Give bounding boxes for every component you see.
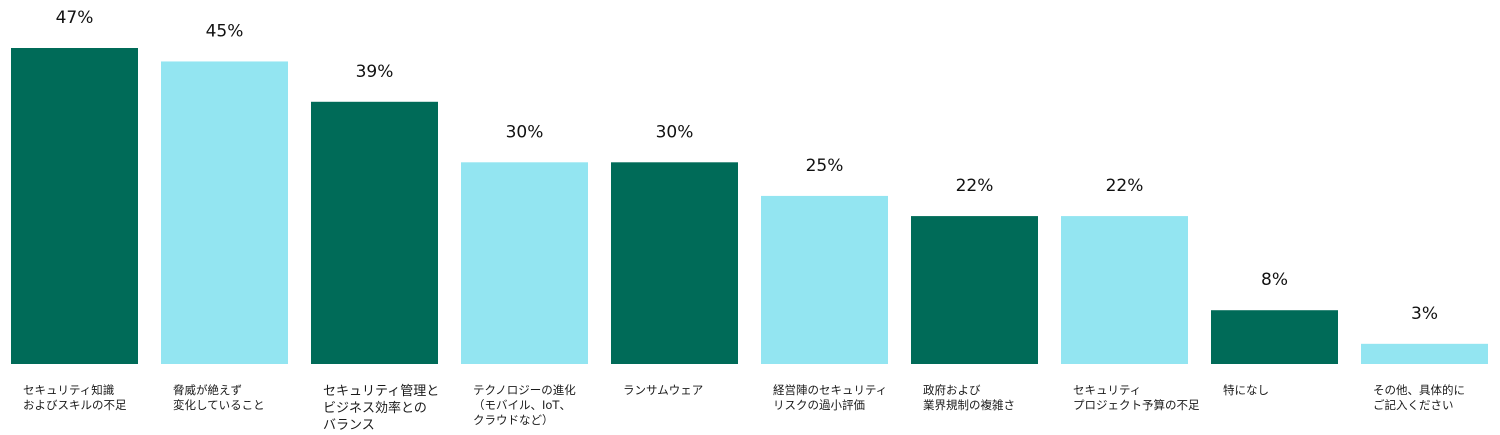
bar-4	[461, 162, 588, 364]
value-label-3: 39%	[356, 62, 394, 82]
bar-5	[611, 162, 738, 364]
bar-6	[761, 195, 888, 364]
value-label-1: 47%	[56, 8, 94, 28]
value-label-10: 3%	[1411, 304, 1438, 324]
category-label-7: 政府および 業界規制の複雑さ	[923, 383, 1015, 412]
category-label-3: セキュリティ管理と ビジネス効率との バランス	[323, 384, 440, 433]
bar-7	[911, 216, 1038, 364]
value-label-2: 45%	[206, 21, 244, 41]
bar-8	[1061, 216, 1188, 364]
category-label-8: セキュリティ プロジェクト予算の不足	[1073, 383, 1200, 412]
category-label-2: 脅威が絶えず 変化していること	[173, 383, 265, 412]
category-label-5: ランサムウェア	[623, 383, 704, 397]
category-label-10: その他、具体的に ご記入ください	[1373, 383, 1465, 412]
category-label-4: テクノロジーの進化 （モバイル、IoT、 クラウドなど）	[473, 383, 576, 427]
value-label-4: 30%	[506, 122, 544, 142]
bar-10	[1361, 343, 1488, 364]
value-label-7: 22%	[956, 176, 994, 196]
bar-3	[311, 101, 438, 364]
value-label-8: 22%	[1106, 176, 1144, 196]
category-label-9: 特になし	[1223, 383, 1269, 397]
value-label-5: 30%	[656, 122, 694, 142]
category-label-1: セキュリティ知識 およびスキルの不足	[23, 383, 127, 412]
bar-9	[1211, 310, 1338, 364]
bar-2	[161, 61, 288, 364]
value-label-9: 8%	[1261, 270, 1288, 290]
category-label-6: 経営陣のセキュリティ リスクの過小評価	[773, 383, 888, 412]
bar-1	[11, 48, 138, 364]
value-label-6: 25%	[806, 156, 844, 176]
